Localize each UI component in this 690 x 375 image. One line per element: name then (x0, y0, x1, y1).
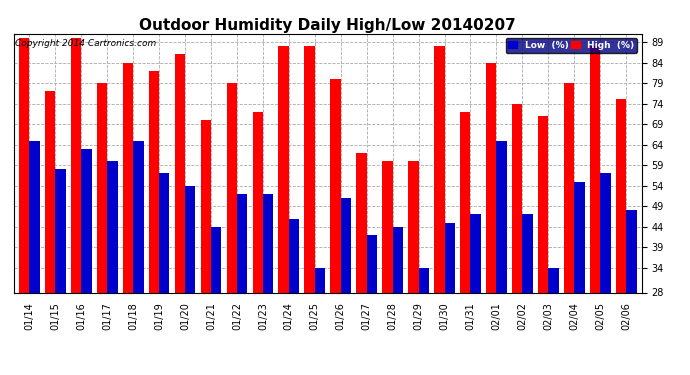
Bar (366, 235, 377, 375)
Bar (626, 210, 636, 375)
Bar (486, 63, 496, 375)
Bar (315, 268, 325, 375)
Bar (444, 223, 455, 375)
Bar (615, 99, 626, 375)
Bar (393, 227, 403, 375)
Bar (600, 173, 611, 375)
Bar (81, 149, 92, 375)
Bar (460, 112, 471, 375)
Bar (159, 173, 170, 375)
Bar (574, 182, 584, 375)
Bar (149, 71, 159, 375)
Bar (97, 83, 107, 375)
Bar (434, 46, 444, 375)
Title: Outdoor Humidity Daily High/Low 20140207: Outdoor Humidity Daily High/Low 20140207 (139, 18, 516, 33)
Bar (201, 120, 211, 375)
Bar (55, 169, 66, 375)
Bar (341, 198, 351, 375)
Bar (279, 46, 289, 375)
Bar (356, 153, 366, 375)
Bar (549, 268, 559, 375)
Bar (538, 116, 549, 375)
Bar (175, 54, 185, 375)
Bar (226, 83, 237, 375)
Bar (237, 194, 247, 375)
Bar (382, 161, 393, 375)
Bar (564, 83, 574, 375)
Bar (263, 194, 273, 375)
Bar (123, 63, 133, 375)
Bar (185, 186, 195, 375)
Bar (408, 161, 419, 375)
Bar (19, 38, 30, 375)
Bar (107, 161, 117, 375)
Bar (211, 227, 221, 375)
Bar (71, 38, 81, 375)
Bar (512, 104, 522, 375)
Legend: Low  (%), High  (%): Low (%), High (%) (506, 38, 637, 53)
Bar (133, 141, 144, 375)
Bar (30, 141, 40, 375)
Bar (253, 112, 263, 375)
Bar (522, 214, 533, 375)
Bar (496, 141, 506, 375)
Bar (45, 91, 55, 375)
Bar (419, 268, 429, 375)
Text: Copyright 2014 Cartronics.com: Copyright 2014 Cartronics.com (15, 39, 157, 48)
Bar (590, 46, 600, 375)
Bar (471, 214, 481, 375)
Bar (289, 219, 299, 375)
Bar (304, 46, 315, 375)
Bar (331, 79, 341, 375)
